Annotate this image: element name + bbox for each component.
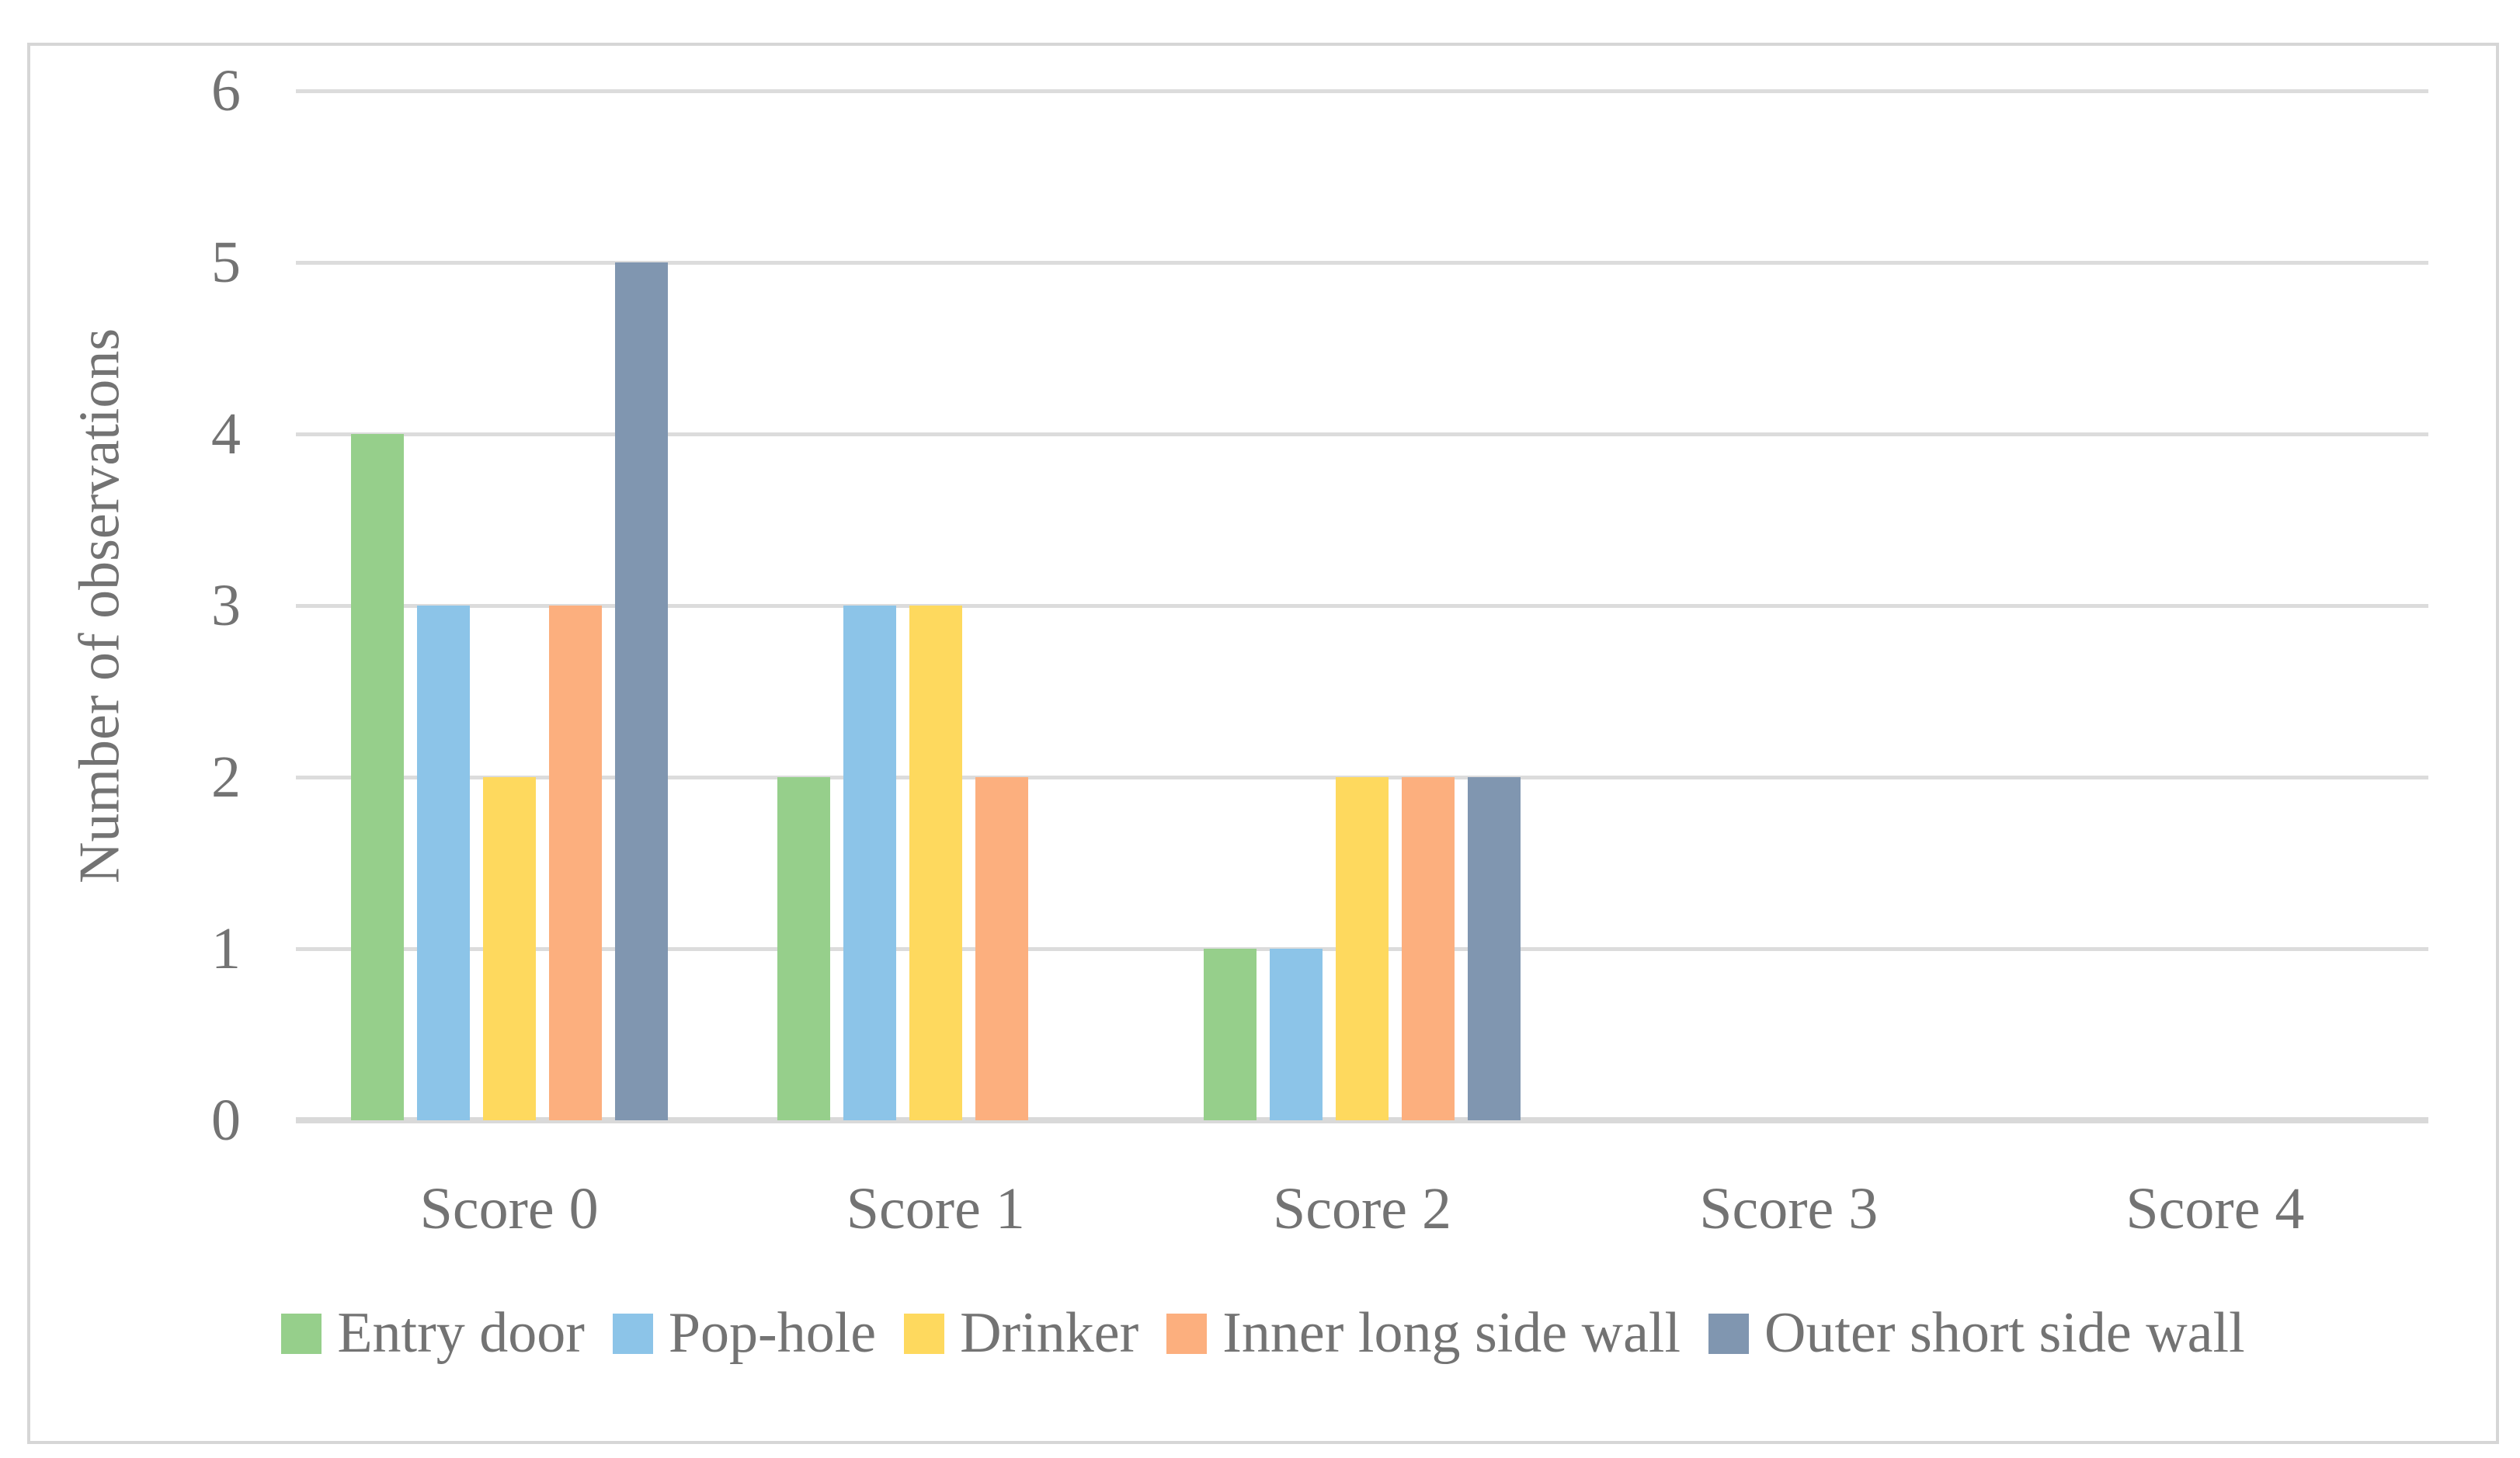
bar-outer-short-side-wall-score-0	[614, 262, 668, 1120]
plot-area	[296, 89, 2428, 1123]
bar-group-score-0	[296, 91, 722, 1120]
bar-entry-door-score-2	[1204, 949, 1257, 1120]
y-tick-label-0: 0	[211, 1088, 241, 1153]
x-category-label-score-3: Score 3	[1699, 1176, 1879, 1241]
y-tick-label-6: 6	[211, 58, 241, 123]
bar-drinker-score-1	[909, 606, 962, 1120]
bar-inner-long-side-wall-score-1	[975, 777, 1028, 1120]
bar-entry-door-score-1	[777, 777, 830, 1120]
y-axis-tick-labels: 0 1 2 3 4 5 6	[30, 61, 241, 1150]
bar-drinker-score-2	[1336, 777, 1389, 1120]
y-tick-label-4: 4	[211, 401, 241, 467]
bar-inner-long-side-wall-score-2	[1402, 777, 1455, 1120]
legend-item-pop-hole: Pop-hole	[612, 1301, 877, 1365]
bar-entry-door-score-0	[350, 434, 404, 1120]
bar-pop-hole-score-0	[416, 606, 470, 1120]
gridline-y5	[296, 260, 2428, 265]
legend-label-drinker: Drinker	[960, 1301, 1139, 1365]
legend-swatch-outer-short-side-wall	[1708, 1313, 1750, 1354]
legend-item-outer-short-side-wall: Outer short side wall	[1708, 1301, 2245, 1365]
bar-group-score-4	[2002, 91, 2428, 1120]
bar-group-score-3	[1576, 91, 2002, 1120]
x-category-label-score-1: Score 1	[846, 1176, 1025, 1241]
legend-item-entry-door: Entry door	[281, 1301, 585, 1365]
gridline-y6	[296, 89, 2428, 93]
legend-swatch-drinker	[904, 1313, 945, 1354]
legend-swatch-inner-long-side-wall	[1166, 1313, 1208, 1354]
legend-item-drinker: Drinker	[904, 1301, 1139, 1365]
legend: Entry door Pop-hole Drinker Inner long side…	[30, 1301, 2496, 1365]
y-tick-label-2: 2	[211, 745, 241, 810]
legend-swatch-pop-hole	[612, 1313, 653, 1354]
bar-drinker-score-0	[482, 777, 536, 1120]
x-category-label-score-2: Score 2	[1272, 1176, 1452, 1241]
bar-pop-hole-score-1	[843, 606, 896, 1120]
bar-group-score-2	[1149, 91, 1575, 1120]
y-tick-label-1: 1	[211, 916, 241, 981]
bar-group-score-1	[722, 91, 1149, 1120]
bar-groups	[296, 91, 2428, 1120]
x-axis-line	[296, 1117, 2428, 1123]
legend-swatch-entry-door	[281, 1313, 322, 1354]
gridline-y3	[296, 603, 2428, 608]
bar-inner-long-side-wall-score-0	[548, 606, 602, 1120]
bar-pop-hole-score-2	[1270, 949, 1323, 1120]
x-category-label-score-4: Score 4	[2125, 1176, 2305, 1241]
legend-label-outer-short-side-wall: Outer short side wall	[1764, 1301, 2245, 1365]
y-tick-label-3: 3	[211, 573, 241, 638]
x-axis-labels: Score 0 Score 1 Score 2 Score 3 Score 4	[296, 1170, 2428, 1248]
x-category-label-score-0: Score 0	[419, 1176, 599, 1241]
gridline-y4	[296, 432, 2428, 436]
y-tick-label-5: 5	[211, 230, 241, 295]
legend-item-inner-long-side-wall: Inner long side wall	[1166, 1301, 1681, 1365]
legend-label-inner-long-side-wall: Inner long side wall	[1222, 1301, 1681, 1365]
bar-outer-short-side-wall-score-2	[1468, 777, 1521, 1120]
legend-label-entry-door: Entry door	[337, 1301, 585, 1365]
legend-label-pop-hole: Pop-hole	[668, 1301, 877, 1365]
